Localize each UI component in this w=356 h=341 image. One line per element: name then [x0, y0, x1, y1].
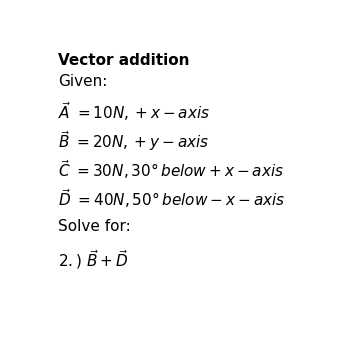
Text: $\vec{B}$ $= 20N, +y - axis$: $\vec{B}$ $= 20N, +y - axis$: [58, 129, 210, 153]
Text: $\vec{A}$ $= 10N, + x - axis$: $\vec{A}$ $= 10N, + x - axis$: [58, 100, 210, 123]
Text: $2.)\ \vec{B} + \vec{D}$: $2.)\ \vec{B} + \vec{D}$: [58, 248, 129, 271]
Text: $\vec{D}$ $= 40N, 50° \, below - x - axis$: $\vec{D}$ $= 40N, 50° \, below - x - axi…: [58, 187, 286, 210]
Text: Given:: Given:: [58, 74, 108, 89]
Text: Vector addition: Vector addition: [58, 53, 190, 68]
Text: Solve for:: Solve for:: [58, 220, 131, 235]
Text: $\vec{C}$ $= 30N, 30° \, below + x - axis$: $\vec{C}$ $= 30N, 30° \, below + x - axi…: [58, 158, 284, 181]
